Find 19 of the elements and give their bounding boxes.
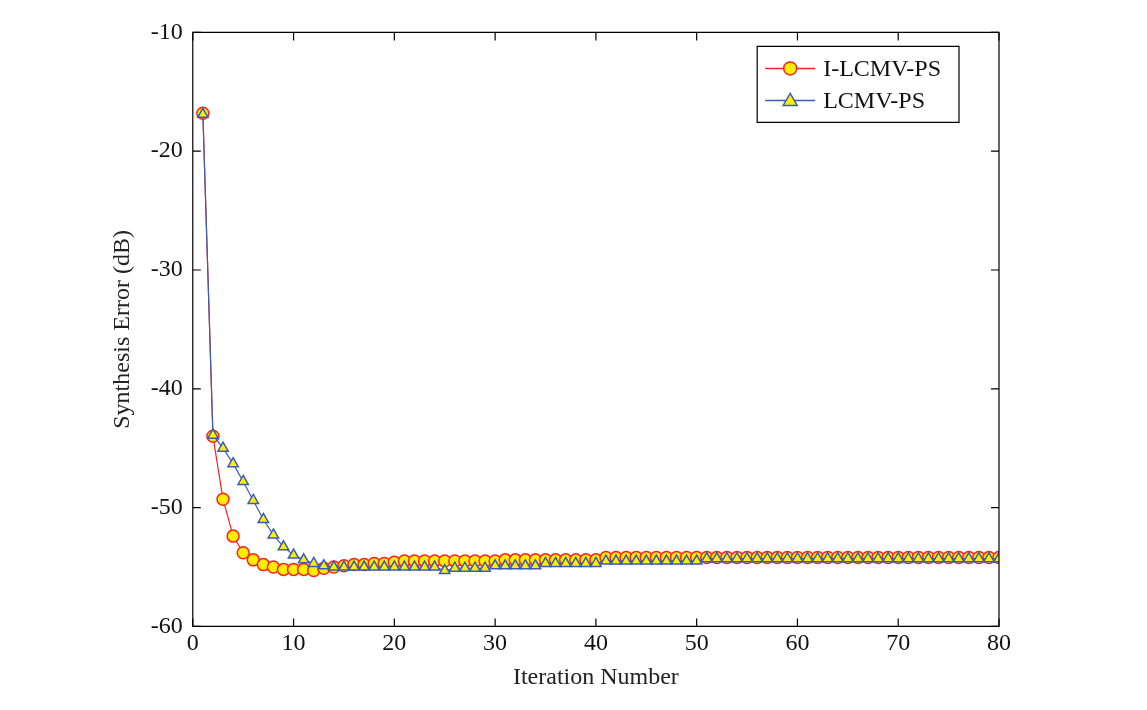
y-tick-label: -20 — [150, 136, 183, 163]
y-tick-label: -30 — [150, 255, 183, 282]
x-tick-label: 10 — [281, 629, 306, 656]
x-tick-label: 30 — [483, 629, 508, 656]
x-tick-label: 40 — [583, 629, 608, 656]
x-tick-label: 80 — [987, 629, 1011, 656]
x-tick-label: 50 — [684, 629, 709, 656]
y-tick-label: -60 — [150, 611, 183, 638]
y-tick-label: -10 — [150, 17, 183, 44]
x-tick-label: 0 — [186, 629, 199, 656]
y-axis-title: Synthesis Error (dB) — [107, 230, 134, 429]
x-axis-title: Iteration Number — [512, 662, 679, 689]
x-tick-label: 60 — [785, 629, 810, 656]
legend-label: I-LCMV-PS — [823, 54, 941, 81]
legend-label: LCMV-PS — [823, 86, 926, 113]
x-tick-label: 70 — [886, 629, 911, 656]
y-tick-label: -50 — [150, 492, 183, 519]
y-tick-label: -40 — [150, 374, 183, 401]
x-tick-label: 20 — [382, 629, 407, 656]
